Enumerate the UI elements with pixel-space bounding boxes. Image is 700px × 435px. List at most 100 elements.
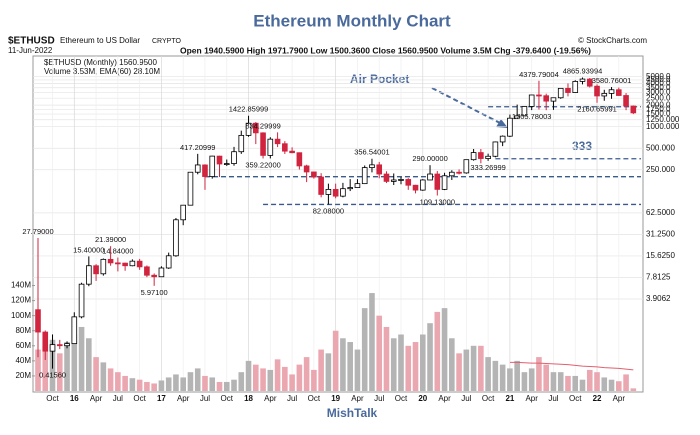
candle-body: [194, 164, 201, 173]
volume-bar: [376, 315, 383, 391]
volume-tick-label: 40M: [15, 356, 31, 365]
y-tick-label: 3000.0: [646, 88, 671, 97]
x-tick-label: Oct: [46, 394, 59, 403]
x-tick-label: Jul: [461, 394, 471, 403]
candle-body: [361, 167, 368, 185]
x-tick-label: Apr: [264, 394, 277, 403]
candle-body: [521, 106, 528, 117]
price-label: 82.08000: [313, 206, 344, 215]
candle-body: [245, 122, 252, 136]
y-tick-label: 1000.000: [646, 122, 680, 131]
candle-body: [122, 262, 128, 267]
volume-bar: [579, 379, 586, 391]
volume-bar: [514, 360, 520, 391]
volume-bar: [521, 372, 528, 391]
volume-bar: [616, 381, 622, 391]
y-tick-label: 7.8125: [646, 273, 671, 282]
candle-body: [369, 164, 375, 169]
price-label: 3580.76001: [592, 76, 632, 85]
footer: MishTalk: [327, 406, 378, 420]
volume-bar: [601, 377, 608, 391]
volume-bar: [180, 377, 186, 391]
price-label: 1705.78003: [512, 112, 552, 121]
volume-bar: [557, 372, 564, 391]
candle-body: [470, 152, 477, 161]
volume-tick-label: 140M: [11, 281, 31, 290]
candle-body: [536, 94, 542, 97]
volume-bar: [231, 379, 237, 391]
candle-body: [383, 173, 390, 182]
price-label: 290.00000: [412, 154, 447, 163]
volume-bar: [86, 338, 92, 391]
volume-bar: [586, 369, 593, 391]
candle-body: [485, 155, 491, 159]
annotation: Air Pocket: [350, 72, 409, 86]
volume-bar: [93, 357, 99, 391]
candle-body: [267, 138, 274, 156]
y-tick-label: 3500.0: [646, 83, 671, 92]
x-tick-label: 21: [505, 394, 514, 403]
price-label: 5.97100: [141, 288, 168, 297]
x-tick-label: Jul: [287, 394, 297, 403]
volume-bar: [311, 369, 317, 391]
candle-body: [623, 95, 629, 107]
candle-body: [332, 188, 339, 197]
price-label: 109.13000: [420, 198, 455, 207]
volume-bar: [260, 368, 266, 391]
candle-body: [456, 171, 462, 174]
volume-bar: [354, 349, 361, 391]
y-tick-label: 2500.0: [646, 93, 671, 102]
x-tick-label: 17: [157, 394, 166, 403]
date: 11-Jun-2022: [8, 46, 53, 55]
candle-body: [107, 258, 114, 264]
candle-body: [42, 331, 49, 352]
volume-bar: [543, 364, 549, 391]
volume-bar: [405, 345, 412, 391]
volume-bar: [78, 326, 85, 391]
price-label: 21.39000: [95, 235, 126, 244]
x-tick-label: Jul: [113, 394, 123, 403]
volume-bar: [528, 368, 535, 391]
candle-body: [318, 176, 324, 195]
x-tick-label: Oct: [221, 394, 234, 403]
x-tick-label: Jul: [200, 394, 210, 403]
candle-body: [608, 89, 615, 94]
candle-body: [223, 163, 230, 165]
candle-body: [296, 152, 303, 167]
volume-bar: [129, 378, 136, 391]
price-label: 356.54001: [354, 148, 389, 157]
volume-bar: [332, 330, 339, 391]
candle-body: [311, 171, 317, 178]
price-label: 417.20999: [180, 143, 215, 152]
candle-body: [71, 316, 78, 345]
volume-bar: [289, 374, 295, 391]
legend-volume: Volume 3.53M, EMA(60) 28.10M: [44, 67, 160, 76]
candle-body: [507, 117, 513, 137]
candle-body: [340, 188, 346, 197]
volume-bar: [325, 353, 332, 391]
candle-body: [238, 134, 245, 153]
source: © StockCharts.com: [578, 36, 647, 45]
ema-line: [509, 361, 634, 371]
candle-body: [260, 132, 266, 156]
x-tick-label: Oct: [133, 394, 146, 403]
volume-bar: [107, 368, 114, 391]
volume-bar: [456, 353, 462, 391]
price-label: 14.84000: [102, 247, 133, 256]
candle-body: [449, 171, 455, 177]
x-tick-label: Apr: [177, 394, 190, 403]
volume-tick-label: 20M: [15, 371, 31, 380]
candle-body: [405, 179, 412, 186]
candle-body: [231, 151, 237, 164]
candle-body: [274, 138, 281, 145]
candle-body: [492, 141, 499, 157]
volume-bar: [64, 342, 70, 391]
quote: Open 1940.5900 High 1971.7900 Low 1500.3…: [180, 45, 591, 55]
y-tick-label: 2000.0: [646, 100, 671, 109]
volume-bar: [35, 349, 41, 391]
candle-body: [557, 87, 564, 99]
candle-body: [572, 81, 579, 93]
x-tick-label: Jul: [548, 394, 558, 403]
volume-bar: [463, 349, 470, 391]
candle-body: [93, 265, 99, 275]
